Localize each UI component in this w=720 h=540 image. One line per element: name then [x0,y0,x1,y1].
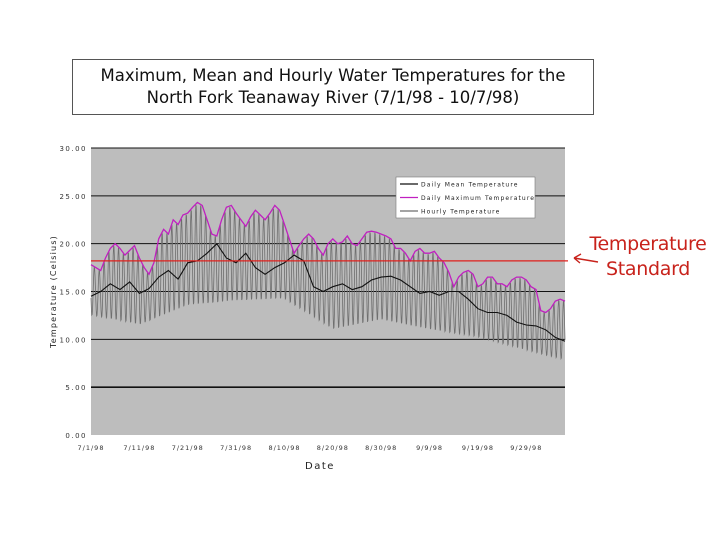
x-tick-label: 7/31/98 [220,444,252,452]
y-tick-label: 5.00 [65,384,87,392]
legend-box [395,176,536,219]
legend-entry: Daily Mean Temperature [421,182,519,189]
y-tick-label: 0.00 [65,432,87,440]
chart-title-line-2: North Fork Teanaway River (7/1/98 - 10/7… [146,88,520,107]
series-daily-maximum-line [90,201,566,314]
x-tick-label: 9/29/98 [510,444,542,452]
y-tick-label: 25.00 [59,193,87,201]
y-tick-label: 15.00 [59,289,87,297]
annotation-arrow-icon [573,253,599,264]
x-tick-label: 7/21/98 [172,444,204,452]
chart-title-line-1: Maximum, Mean and Hourly Water Temperatu… [100,66,566,85]
x-tick-label: 7/11/98 [123,444,155,452]
chart-title: Maximum, Mean and Hourly Water Temperatu… [72,59,594,115]
y-tick-label: 30.00 [59,145,87,153]
x-tick-label: 9/9/98 [416,444,443,452]
x-tick-label: 8/30/98 [365,444,397,452]
x-tick-label: 7/1/98 [78,444,105,452]
y-tick-label: 20.00 [59,241,87,249]
standard-annotation-line-2: Standard [605,258,691,280]
series-daily-mean-line [90,242,566,342]
standard-annotation: Temperature Standard [588,232,708,282]
standard-annotation-line-1: Temperature [589,233,707,255]
x-tick-label: 8/10/98 [268,444,300,452]
legend: Daily Mean Temperature Daily Maximum Temp… [395,176,536,219]
x-tick-label: 9/19/98 [462,444,494,452]
y-axis-label: Temperature (Celsius) [49,235,58,349]
legend-entry: Daily Maximum Temperature [421,195,535,202]
x-axis-label: Date [305,461,335,472]
legend-entry: Hourly Temperature [421,209,500,216]
x-tick-label: 8/20/98 [317,444,349,452]
y-tick-label: 10.00 [59,336,87,344]
